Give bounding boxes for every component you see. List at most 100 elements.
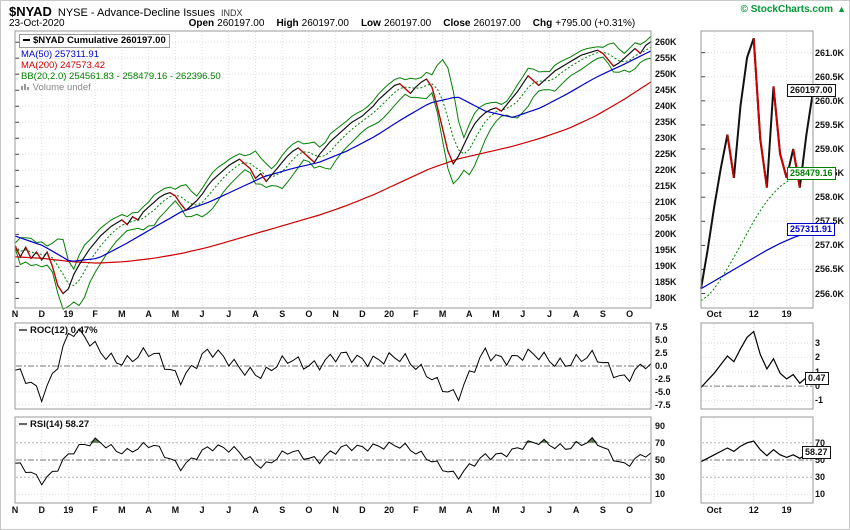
x-month-label: O [626, 505, 634, 515]
x-month-label: J [546, 505, 552, 515]
x-month-label: M [492, 309, 500, 319]
legend-volume-label: Volume undef [32, 82, 91, 93]
x-month-label: D [38, 309, 45, 319]
low-value: 260197.00 [383, 18, 432, 29]
copyright: © StockCharts.com [740, 4, 833, 15]
x-month-label: F [92, 309, 98, 319]
inset-y-tick-label: 258.0K [815, 192, 845, 203]
inset-y-tick-label: 257.0K [815, 240, 845, 251]
inset-rsi-tick-label: 50 [815, 455, 826, 465]
x-month-label: M [492, 505, 500, 515]
legend-main-label: $NYAD Cumulative 260197.00 [33, 35, 166, 46]
roc-panel [14, 322, 652, 410]
ma200-line [14, 81, 652, 264]
x-month-label: A [466, 505, 473, 515]
legend-bb: BB(20,2.0) 254561.83 - 258479.16 - 26239… [21, 71, 221, 82]
x-month-label: N [11, 505, 19, 515]
chart-date: 23-Oct-2020 [9, 18, 65, 29]
close-label: Close [443, 18, 471, 29]
rsi-overbought-fill [15, 437, 651, 443]
inset-y-tick-label: 261.0K [815, 47, 845, 58]
x-month-label: J [520, 505, 526, 515]
bb-lower-band [14, 56, 652, 310]
rsi-panel [14, 416, 652, 504]
inset-bb-mid [700, 173, 814, 302]
x-month-label: S [279, 309, 286, 319]
x-month-label: O [626, 309, 634, 319]
ohlc-values: Open 260197.00 High 260197.00 Low 260197.00 Cl… [177, 18, 636, 29]
inset-x-label: 12 [748, 309, 759, 319]
x-month-label: D [359, 309, 366, 319]
inset-rsi-line [700, 440, 814, 463]
main-y-tick-label: 205K [655, 213, 677, 224]
main-price-panel [14, 30, 652, 310]
main-y-tick-label: 220K [655, 165, 677, 176]
inset-roc-panel [700, 322, 814, 410]
symbol: $NYAD [9, 4, 52, 19]
inset-y-tick-label: 260.0K [815, 95, 845, 106]
x-month-label: A [252, 505, 259, 515]
main-y-tick-label: 225K [655, 149, 677, 160]
x-month-label: M [118, 309, 126, 319]
roc-y-tick-label: 5.0 [655, 335, 668, 346]
x-month-label: D [359, 505, 366, 515]
x-month-label: A [252, 309, 259, 319]
rsi-line [14, 436, 652, 486]
inset-price-value-box-2: 257311.91 [787, 223, 836, 237]
legend-volume: Volume undef [21, 82, 91, 93]
x-month-label: O [305, 505, 313, 515]
inset-roc-tick-label: -1 [815, 395, 824, 406]
roc-y-tick-label: 2.5 [655, 348, 668, 359]
inset-roc-line [700, 330, 814, 388]
roc-label-text: ROC(12) 0.47% [30, 325, 98, 336]
x-month-label: N [11, 309, 19, 319]
x-month-label: J [546, 309, 552, 319]
rsi-y-tick-label: 50 [655, 455, 666, 465]
inset-roc-value-box: 0.47 [805, 372, 829, 386]
x-month-label: 20 [384, 505, 395, 515]
main-y-tick-label: 260K [655, 37, 677, 48]
rsi-panel-label: RSI(14) 58.27 [19, 419, 89, 430]
roc-y-tick-label: -7.5 [655, 399, 671, 410]
main-y-tick-label: 195K [655, 245, 677, 256]
inset-y-tick-label: 257.5K [815, 216, 845, 227]
inset-y-tick-label: 256.0K [815, 288, 845, 299]
inset-rsi-tick-label: 70 [815, 437, 826, 448]
main-y-tick-label: 190K [655, 261, 677, 272]
roc-y-tick-label: -5.0 [655, 386, 671, 397]
x-month-label: F [413, 309, 419, 319]
inset-x-label: Oct [706, 309, 722, 319]
chg-value: +795.00 (+0.31%) [555, 18, 636, 29]
high-value: 260197.00 [301, 18, 349, 29]
inset-y-tick-label: 259.0K [815, 144, 845, 155]
inset-y-tick-label: 260.5K [815, 71, 845, 82]
x-month-label: A [572, 505, 580, 515]
x-month-label: A [572, 309, 580, 319]
main-y-tick-label: 180K [655, 293, 677, 304]
main-y-tick-label: 230K [655, 133, 677, 144]
main-y-tick-label: 240K [655, 101, 677, 112]
x-month-label: J [226, 505, 232, 515]
inset-rsi-value-box: 58.27 [802, 445, 831, 459]
x-month-label: A [145, 309, 152, 319]
chart-header: $NYAD NYSE - Advance-Decline Issues INDX [9, 3, 243, 21]
x-month-label: S [599, 309, 606, 319]
rsi-y-tick-label: 30 [655, 472, 666, 483]
x-month-label: D [38, 505, 45, 515]
symbol-name: NYSE - Advance-Decline Issues [57, 7, 216, 19]
x-month-label: A [145, 505, 152, 515]
inset-y-tick-label: 256.5K [815, 264, 845, 275]
rsi-y-tick-label: 70 [655, 437, 666, 448]
close-value: 260197.00 [473, 18, 521, 29]
inset-x-label: 19 [781, 505, 792, 515]
indicator-line-icon [19, 329, 27, 332]
inset-price-value-box-0: 260197.00 [787, 84, 836, 98]
roc-y-tick-label: -2.5 [655, 373, 671, 384]
legend-ma50: MA(50) 257311.91 [21, 49, 99, 60]
x-month-label: N [332, 309, 339, 319]
open-value: 260197.00 [217, 18, 265, 29]
volume-bars-icon [21, 86, 23, 90]
legend-ma200: MA(200) 247573.42 [21, 60, 105, 71]
inset-rsi-panel [700, 416, 814, 504]
